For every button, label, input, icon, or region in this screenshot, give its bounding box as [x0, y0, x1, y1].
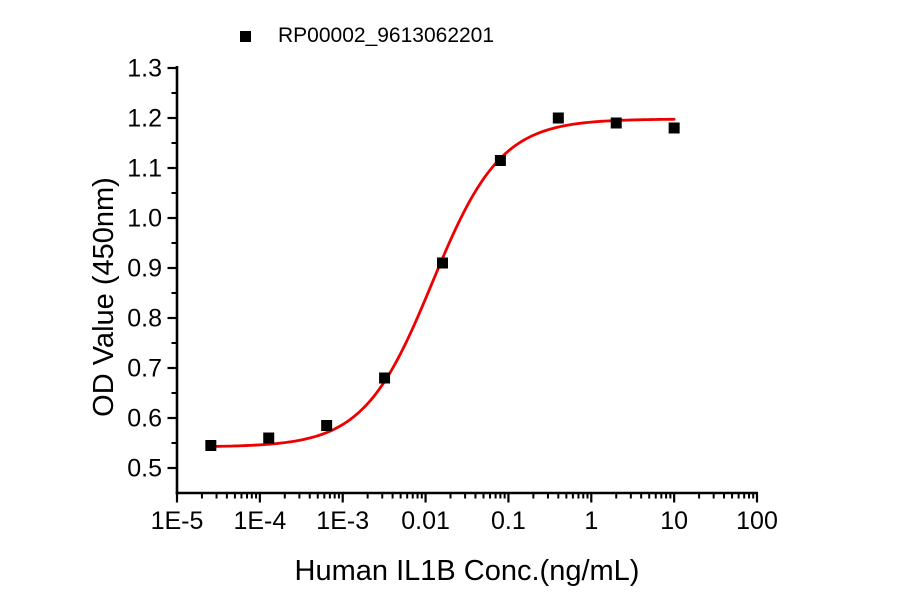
- legend-square-marker-icon: [240, 30, 251, 42]
- x-tick-label: 0.01: [401, 507, 450, 535]
- x-axis-tick-labels: 1E-5 1E-4 1E-3 0.01 0.1 1 10 100: [151, 507, 778, 535]
- fit-curve: [205, 117, 676, 448]
- data-point-marker: [263, 432, 275, 444]
- data-point-marker: [552, 112, 564, 124]
- y-tick-label: 0.5: [127, 455, 162, 483]
- y-axis-tick-labels: 0.5 0.6 0.7 0.8 0.9 1.0 1.1 1.2 1.3: [127, 55, 162, 483]
- y-tick-label: 0.9: [127, 255, 162, 283]
- x-tick-label: 0.1: [491, 507, 526, 535]
- y-tick-label: 0.6: [127, 405, 162, 433]
- y-tick-label: 0.8: [127, 305, 162, 333]
- x-axis-ticks: [175, 493, 759, 503]
- x-tick-label: 100: [736, 507, 778, 535]
- y-tick-label: 1.1: [127, 155, 162, 183]
- x-tick-label: 10: [660, 507, 688, 535]
- y-tick-label: 1.0: [127, 205, 162, 233]
- axis-spines: [175, 66, 758, 495]
- y-tick-label: 1.2: [127, 105, 162, 133]
- y-tick-label: 1.3: [127, 55, 162, 83]
- data-point-marker: [321, 420, 333, 431]
- x-tick-label: 1E-4: [233, 507, 286, 535]
- y-axis-title: OD Value (450nm): [88, 177, 120, 417]
- legend-label: RP00002_9613062201: [278, 24, 495, 47]
- y-axis-ticks: [167, 66, 177, 470]
- x-tick-label: 1E-3: [316, 507, 369, 535]
- x-axis-title: Human IL1B Conc.(ng/mL): [294, 555, 640, 587]
- data-point-marker: [379, 372, 391, 384]
- data-point-marker: [610, 117, 622, 129]
- x-tick-label: 1E-5: [151, 507, 204, 535]
- data-point-marker: [494, 155, 506, 166]
- y-tick-label: 0.7: [127, 355, 162, 383]
- data-point-marker: [205, 440, 217, 451]
- x-tick-label: 1: [584, 507, 598, 535]
- fit-curve-path: [205, 117, 676, 448]
- data-point-marker: [668, 122, 680, 134]
- data-points: [205, 112, 680, 451]
- legend: RP00002_9613062201: [240, 23, 494, 49]
- data-point-marker: [436, 257, 448, 269]
